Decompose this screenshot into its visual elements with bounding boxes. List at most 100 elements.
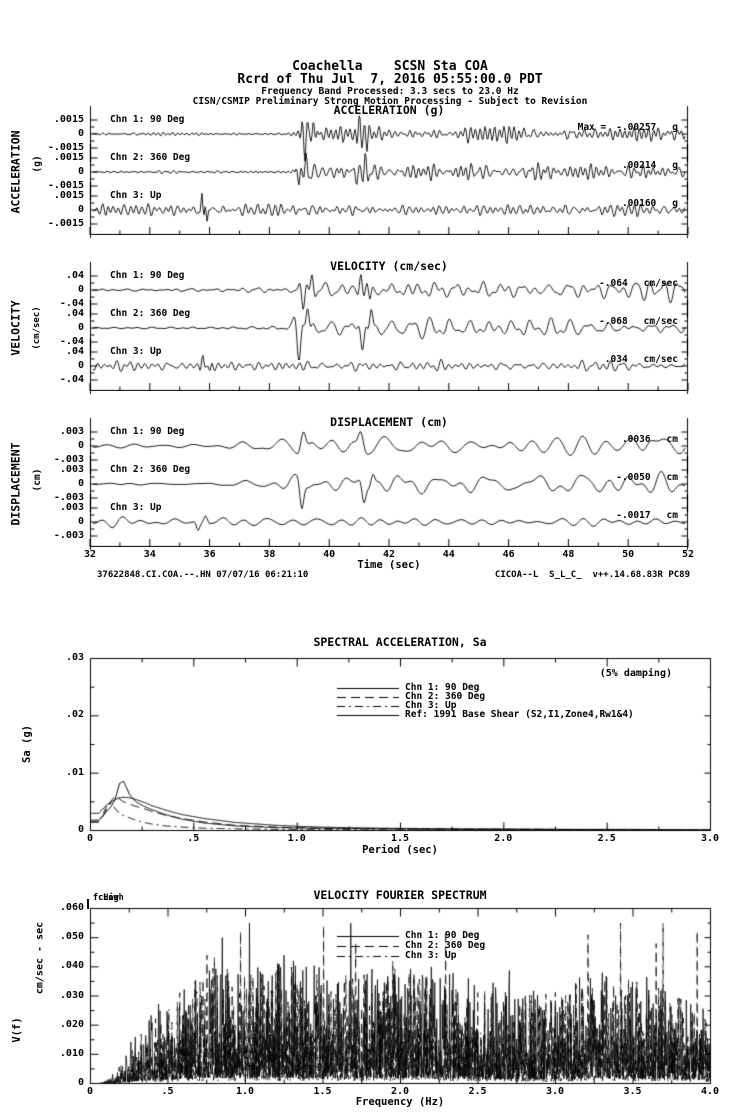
xtick-sa-5: 2.5 <box>597 833 616 844</box>
xtick-time-10: 52 <box>681 549 695 560</box>
max-unit: g <box>672 198 678 209</box>
max-value-acceleration-ch2: .00214 g <box>400 160 678 171</box>
xtick-time-1: 34 <box>143 549 156 560</box>
ytick-acceleration-ch3-1: 0 <box>77 204 84 215</box>
fourier-legend-label-0: Chn 1: 90 Deg <box>405 930 480 941</box>
xtick-sa-2: 1.0 <box>287 833 306 844</box>
ytick-fourier-5: .010 <box>59 1047 84 1059</box>
max-value: .0036 <box>621 434 651 445</box>
ytick-fourier-1: .050 <box>59 931 84 943</box>
channel-label-velocity-ch3: Chn 3: Up <box>110 346 162 357</box>
time-axis-acceleration <box>86 226 690 235</box>
channel-label-velocity-ch1: Chn 1: 90 Deg <box>110 270 185 281</box>
max-unit: cm <box>666 510 678 521</box>
fourier-plot-canvas <box>88 906 714 1087</box>
max-value-displacement-ch2: -.0050 cm <box>400 472 678 483</box>
xtick-sa-0: 0 <box>86 833 94 844</box>
xtick-fourier-7: 3.5 <box>623 1086 642 1097</box>
ytick-acceleration-ch1-0: .0015 <box>53 114 84 125</box>
ytick-velocity-ch3-1: 0 <box>77 360 84 371</box>
sa-legend-lines-canvas <box>335 684 401 724</box>
header-band-line: Frequency Band Processed: 3.3 secs to 23… <box>261 86 519 97</box>
ytick-fourier-3: .030 <box>59 989 84 1001</box>
ytick-displacement-ch1-0: .003 <box>59 426 84 437</box>
max-value-velocity-ch2: -.068 cm/sec <box>400 316 678 327</box>
header-processing-line: CISN/CSMIP Preliminary Strong Motion Pro… <box>20 96 739 107</box>
time-axis-title: Time (sec) <box>357 559 421 571</box>
xtick-fourier-0: 0 <box>86 1086 94 1097</box>
max-value-velocity-ch3: .034 cm/sec <box>400 354 678 365</box>
channel-label-velocity-ch2: Chn 2: 360 Deg <box>110 308 191 319</box>
sa-x-axis-label: Period (sec) <box>362 844 438 856</box>
channel-label-acceleration-ch3: Chn 3: Up <box>110 190 162 201</box>
channel-label-acceleration-ch1: Chn 1: 90 Deg <box>110 114 185 125</box>
max-value: -.068 <box>599 316 628 327</box>
max-value: .00214 <box>621 160 657 171</box>
ytick-fourier-0: .060 <box>59 902 84 913</box>
fc-low-label: fcLow <box>93 893 119 903</box>
xtick-time-7: 46 <box>502 549 515 560</box>
xtick-time-5: 42 <box>382 549 396 560</box>
ytick-displacement-ch2-1: 0 <box>77 478 84 489</box>
ytick-fourier-4: .020 <box>59 1018 84 1030</box>
max-unit: cm <box>666 472 678 483</box>
ytick-acceleration-ch1-1: 0 <box>77 128 84 139</box>
sa-legend-label-3: Ref: 1991 Base Shear (S2,I1,Zone4,Rw1&4) <box>405 709 634 720</box>
ytick-velocity-ch2-2: -.04 <box>59 336 84 347</box>
sa-y-axis-label: Sa (g) <box>21 725 34 763</box>
xtick-sa-1: .5 <box>187 833 200 844</box>
ytick-acceleration-ch1-2: -.0015 <box>47 142 84 153</box>
max-prefix: Max = <box>577 122 607 133</box>
ytick-acceleration-ch3-0: .0015 <box>53 190 84 201</box>
ytick-velocity-ch1-2: -.04 <box>59 298 84 309</box>
ytick-displacement-ch3-2: -.003 <box>53 530 84 541</box>
channel-label-displacement-ch3: Chn 3: Up <box>110 502 162 513</box>
max-value: -.0017 <box>616 510 651 521</box>
ytick-sa-2: .01 <box>65 766 84 778</box>
max-value: .00160 <box>621 198 657 209</box>
ytick-velocity-ch1-1: 0 <box>77 284 84 295</box>
xtick-fourier-3: 1.5 <box>313 1086 332 1097</box>
channel-label-acceleration-ch2: Chn 2: 360 Deg <box>110 152 191 163</box>
sa-legend-label-0: Chn 1: 90 Deg <box>405 682 480 693</box>
fourier-legend-label-1: Chn 2: 360 Deg <box>405 940 486 951</box>
ytick-fourier-2: .040 <box>59 960 84 972</box>
sa-legend-label-1: Chn 2: 360 Deg <box>405 691 486 702</box>
fc-high-label: fcHigh <box>93 893 124 903</box>
ytick-displacement-ch3-0: .003 <box>59 502 84 513</box>
header-station-line: Coachella SCSN Sta COA <box>292 59 488 74</box>
xtick-time-3: 38 <box>263 549 276 560</box>
xtick-sa-4: 2.0 <box>494 833 513 844</box>
ytick-displacement-ch3-1: 0 <box>77 516 84 527</box>
xtick-fourier-2: 1.0 <box>235 1086 255 1097</box>
fourier-x-axis-label: Frequency (Hz) <box>355 1096 445 1108</box>
xtick-time-4: 40 <box>323 549 336 560</box>
xtick-fourier-8: 4.0 <box>700 1086 720 1097</box>
max-unit: cm/sec <box>643 278 678 289</box>
max-unit: cm/sec <box>643 354 678 365</box>
ytick-displacement-ch1-1: 0 <box>77 440 84 451</box>
xtick-fourier-4: 2.0 <box>390 1086 410 1097</box>
xtick-fourier-5: 2.5 <box>468 1086 487 1097</box>
ytick-sa-3: 0 <box>77 824 84 835</box>
max-value-acceleration-ch1: Max = -.00257 g <box>400 122 678 133</box>
sa-plot-canvas <box>88 656 714 834</box>
ytick-velocity-ch3-2: -.04 <box>59 374 84 385</box>
ytick-fourier-6: 0 <box>77 1077 84 1088</box>
xtick-sa-3: 1.5 <box>390 833 410 844</box>
footer-right: CICOA--L S_L_C_ v++.14.68.83R PC89 <box>494 570 690 580</box>
footer-left: 37622848.CI.COA.--.HN 07/07/16 06:21:10 <box>97 570 309 580</box>
ytick-acceleration-ch3-2: -.0015 <box>47 218 84 229</box>
ytick-acceleration-ch2-2: -.0015 <box>47 180 84 191</box>
ytick-acceleration-ch2-0: .0015 <box>53 152 84 163</box>
sa-legend-label-2: Chn 3: Up <box>405 700 457 711</box>
ytick-displacement-ch2-2: -.003 <box>53 492 84 503</box>
max-value: .034 <box>604 354 628 365</box>
ytick-displacement-ch2-0: .003 <box>59 464 84 475</box>
ytick-acceleration-ch2-1: 0 <box>77 166 84 177</box>
xtick-fourier-1: .5 <box>161 1086 174 1097</box>
channel-label-displacement-ch2: Chn 2: 360 Deg <box>110 464 191 475</box>
max-value-displacement-ch1: .0036 cm <box>400 434 678 445</box>
fourier-legend-lines-canvas <box>335 931 401 963</box>
